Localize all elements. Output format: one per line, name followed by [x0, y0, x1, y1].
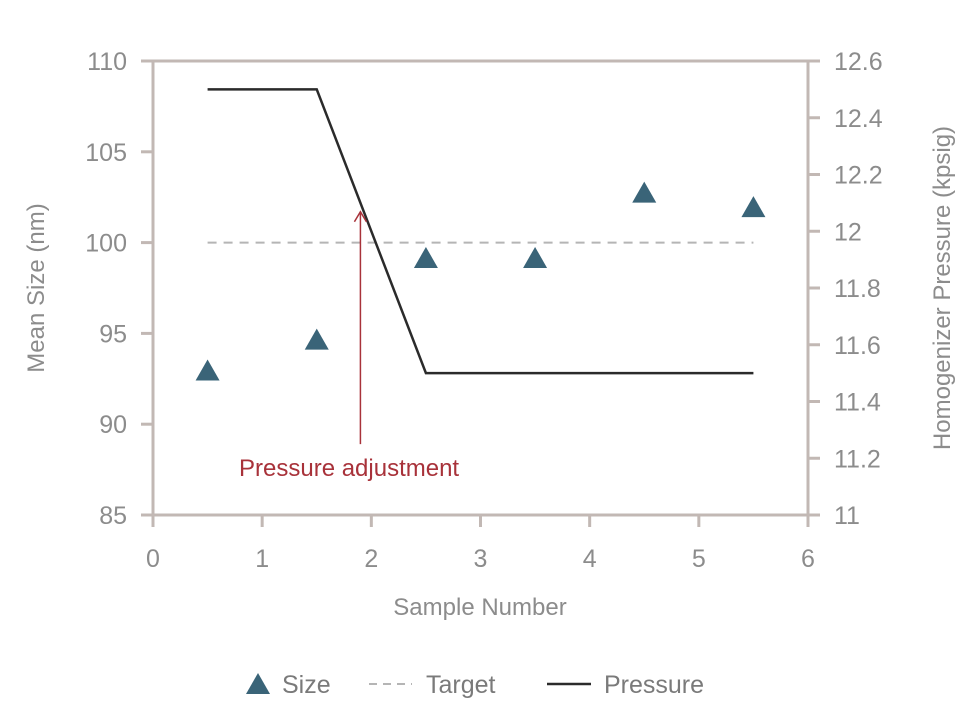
- legend: Size Target Pressure: [246, 671, 704, 699]
- annotation-arrow-head: [353, 210, 368, 223]
- x-tick-label: 5: [692, 545, 706, 573]
- y-right-tick-label: 11.2: [834, 445, 881, 473]
- x-ticks: 0 1 2 3 4 5 6: [146, 515, 815, 573]
- y-right-tick-label: 11.8: [834, 275, 881, 303]
- y-axis-left-title: Mean Size (nm): [23, 203, 50, 372]
- y-right-ticks: 11 11.2 11.4 11.6 11.8 12 12.2 12.4 12.6: [808, 48, 883, 530]
- annotation-label: Pressure adjustment: [239, 455, 459, 482]
- legend-target-label: Target: [426, 671, 496, 699]
- y-left-tick-label: 105: [85, 139, 127, 167]
- size-marker: [741, 196, 766, 218]
- size-marker: [195, 359, 220, 381]
- x-tick-label: 2: [364, 545, 378, 573]
- y-left-tick-label: 100: [85, 230, 127, 258]
- y-left-tick-label: 90: [99, 411, 127, 439]
- legend-item-size: Size: [246, 671, 331, 699]
- y-left-ticks: 85 90 95 100 105 110: [85, 48, 153, 530]
- legend-item-target: Target: [369, 671, 496, 699]
- legend-item-pressure: Pressure: [547, 671, 704, 699]
- legend-size-label: Size: [282, 671, 331, 699]
- y-right-tick-label: 11.4: [834, 389, 881, 417]
- y-right-tick-label: 11.6: [834, 332, 881, 360]
- x-tick-label: 6: [801, 545, 815, 573]
- legend-pressure-label: Pressure: [604, 671, 704, 699]
- legend-size-marker: [246, 673, 270, 694]
- y-right-tick-label: 12.4: [834, 105, 883, 133]
- y-right-tick-label: 11: [834, 502, 860, 530]
- size-marker: [523, 246, 548, 268]
- annotation-layer: Pressure adjustment: [239, 210, 459, 482]
- series-layer: [195, 88, 766, 381]
- y-left-tick-label: 95: [99, 320, 127, 348]
- y-left-tick-label: 110: [87, 48, 127, 76]
- y-left-tick-label: 85: [99, 502, 127, 530]
- size-marker: [413, 246, 438, 268]
- size-marker: [632, 181, 657, 203]
- x-tick-label: 0: [146, 545, 160, 573]
- y-axis-right-title: Homogenizer Pressure (kpsig): [929, 126, 956, 450]
- x-tick-label: 3: [474, 545, 488, 573]
- y-right-tick-label: 12.2: [834, 162, 883, 190]
- pressure-line: [207, 88, 754, 375]
- y-right-tick-label: 12: [834, 218, 862, 246]
- x-tick-label: 4: [583, 545, 597, 573]
- x-tick-label: 1: [255, 545, 269, 573]
- x-axis-title: Sample Number: [393, 594, 566, 621]
- y-right-tick-label: 12.6: [834, 48, 883, 76]
- size-marker: [304, 328, 329, 350]
